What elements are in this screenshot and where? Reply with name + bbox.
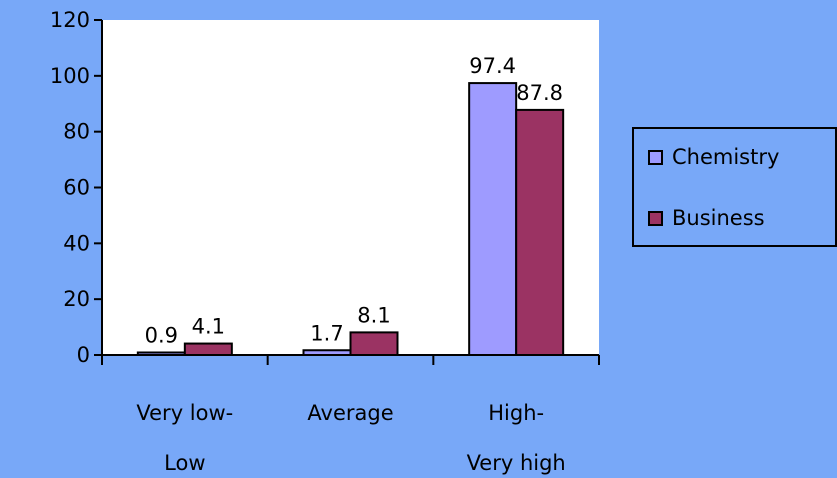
data-label-business-2: 87.8 [516,81,563,105]
data-label-business-0: 4.1 [192,315,225,339]
legend-swatch-business [648,210,663,226]
data-label-business-1: 8.1 [357,303,390,327]
bars-group [136,82,565,357]
legend-item-business: Business [648,206,765,230]
y-tick-label-40: 40 [63,231,90,255]
category-label-2-1: Very high [467,451,566,475]
axes-group [94,19,600,365]
y-tick-label-100: 100 [50,64,90,88]
labels-group: 0.9 1.7 97.4 4.1 8.1 87.8 0 20 40 60 80 100 120 Very … [50,8,566,475]
bar-business-1 [349,331,399,357]
y-tick-label-60: 60 [63,176,90,200]
legend-swatch-chemistry [648,149,663,165]
category-label-1-0: Average [307,401,393,425]
legend-item-chemistry: Chemistry [648,145,779,169]
bar-business-2 [515,108,565,357]
bar-chemistry-2 [468,82,518,356]
legend-label-business: Business [672,206,765,230]
y-tick-label-80: 80 [63,120,90,144]
category-label-2-0: High- [488,401,544,425]
data-label-chemistry-0: 0.9 [145,323,178,347]
legend: Chemistry Business [632,127,837,247]
category-label-0-0: Very low- [136,401,233,425]
bar-business-0 [183,342,233,357]
legend-label-chemistry: Chemistry [672,145,780,169]
category-label-0-1: Low [164,451,205,475]
y-tick-label-120: 120 [50,8,90,32]
y-tick-label-0: 0 [77,343,90,367]
data-label-chemistry-2: 97.4 [469,54,516,78]
data-label-chemistry-1: 1.7 [310,321,343,345]
y-tick-label-20: 20 [63,287,90,311]
